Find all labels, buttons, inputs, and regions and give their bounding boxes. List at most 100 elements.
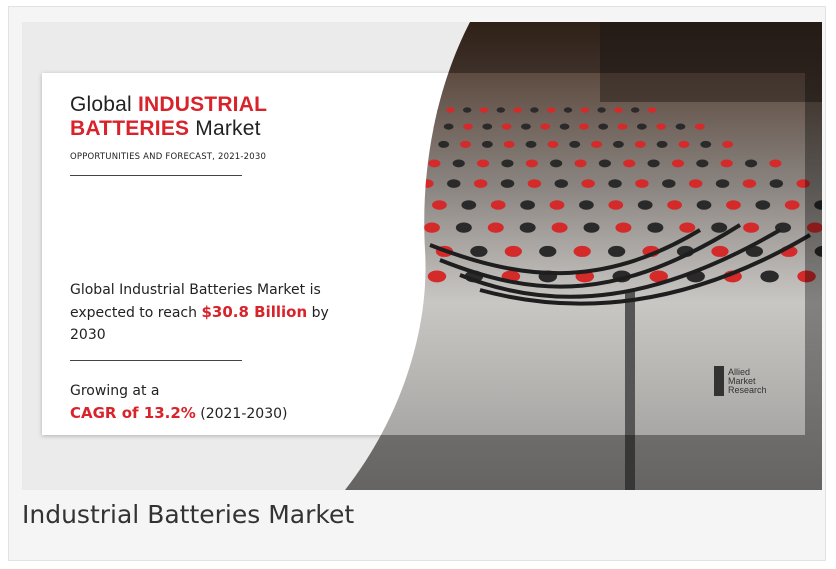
photo-detail (743, 222, 759, 232)
photo-detail (657, 141, 668, 148)
photo-detail (444, 123, 454, 129)
photo-detail (695, 123, 705, 129)
photo-detail (521, 123, 531, 129)
photo-detail (488, 222, 504, 232)
photo-detail (447, 179, 460, 188)
photo-detail (438, 141, 449, 148)
photo-detail (424, 222, 440, 232)
photo-detail (574, 246, 591, 257)
photo-detail (461, 200, 476, 209)
photo-detail (700, 141, 711, 148)
photo-detail (453, 159, 465, 167)
photo-detail (711, 222, 727, 232)
photo-detail (550, 200, 565, 209)
photo-detail (539, 246, 556, 257)
photo-detail (555, 179, 568, 188)
photo-detail (618, 123, 628, 129)
photo-detail (608, 246, 625, 257)
photo-detail (491, 200, 506, 209)
photo-detail (726, 200, 741, 209)
photo-detail (805, 73, 822, 435)
reach-text: Global Industrial Batteries Market is ex… (70, 279, 350, 346)
photo-detail (513, 107, 521, 112)
photo-detail (635, 141, 646, 148)
photo-detail (714, 366, 724, 396)
photo-detail (497, 107, 505, 112)
photo-detail (579, 123, 589, 129)
photo-detail (637, 123, 647, 129)
photo-detail (474, 179, 487, 188)
photo-detail (760, 270, 778, 282)
photo-detail (505, 246, 522, 257)
photo-detail (501, 159, 513, 167)
photo-detail (591, 141, 602, 148)
photo-detail (480, 107, 488, 112)
photo-detail (635, 179, 648, 188)
photo-detail (755, 200, 770, 209)
photo-detail (428, 270, 446, 282)
photo-detail (528, 179, 541, 188)
photo-detail (722, 141, 733, 148)
photo-detail (552, 222, 568, 232)
photo-detail (547, 141, 558, 148)
photo-detail (711, 246, 728, 257)
photo-detail (502, 123, 512, 129)
photo-detail (599, 159, 611, 167)
photo-detail (482, 123, 492, 129)
photo-detail (697, 200, 712, 209)
photo-detail (648, 107, 656, 112)
photo-detail (615, 222, 631, 232)
photo-detail (477, 159, 489, 167)
photo-detail (520, 200, 535, 209)
photo-detail (667, 200, 682, 209)
photo-detail (501, 179, 514, 188)
photo-detail (678, 141, 689, 148)
photo-detail (613, 141, 624, 148)
photo-detail (721, 159, 733, 167)
subtitle: OPPORTUNITIES AND FORECAST, 2021-2030 (70, 152, 266, 162)
photo-detail (672, 159, 684, 167)
photo-detail (432, 200, 447, 209)
photo-detail (656, 123, 666, 129)
photo-detail (460, 141, 471, 148)
photo-detail (608, 179, 621, 188)
photo-detail (745, 159, 757, 167)
photo-detail (770, 179, 783, 188)
photo-detail (648, 159, 660, 167)
divider (70, 175, 242, 176)
photo-detail (550, 159, 562, 167)
photo-detail (785, 200, 800, 209)
photo-detail (679, 222, 695, 232)
photo-detail (482, 141, 493, 148)
photo-detail (597, 107, 605, 112)
photo-detail (526, 159, 538, 167)
photo-detail (504, 141, 515, 148)
photo-detail (428, 159, 440, 167)
caption: Industrial Batteries Market (22, 500, 354, 529)
photo-detail (569, 141, 580, 148)
photo-detail (560, 123, 570, 129)
photo-detail (598, 123, 608, 129)
photo-detail (608, 200, 623, 209)
photo-detail (540, 123, 550, 129)
photo-detail (631, 107, 639, 112)
photo-detail (530, 107, 538, 112)
photo-detail (623, 159, 635, 167)
photo-detail (547, 107, 555, 112)
photo-detail (463, 107, 471, 112)
photo-detail (463, 123, 473, 129)
photo-detail (716, 179, 729, 188)
photo-detail (520, 222, 536, 232)
photo-detail (446, 107, 454, 112)
photo-detail (584, 222, 600, 232)
photo-detail (743, 179, 756, 188)
photo-detail (579, 200, 594, 209)
divider (70, 360, 242, 361)
photo-detail (456, 222, 472, 232)
photo-detail (614, 107, 622, 112)
photo-detail (696, 159, 708, 167)
photo-detail (689, 179, 702, 188)
photo-detail (574, 159, 586, 167)
